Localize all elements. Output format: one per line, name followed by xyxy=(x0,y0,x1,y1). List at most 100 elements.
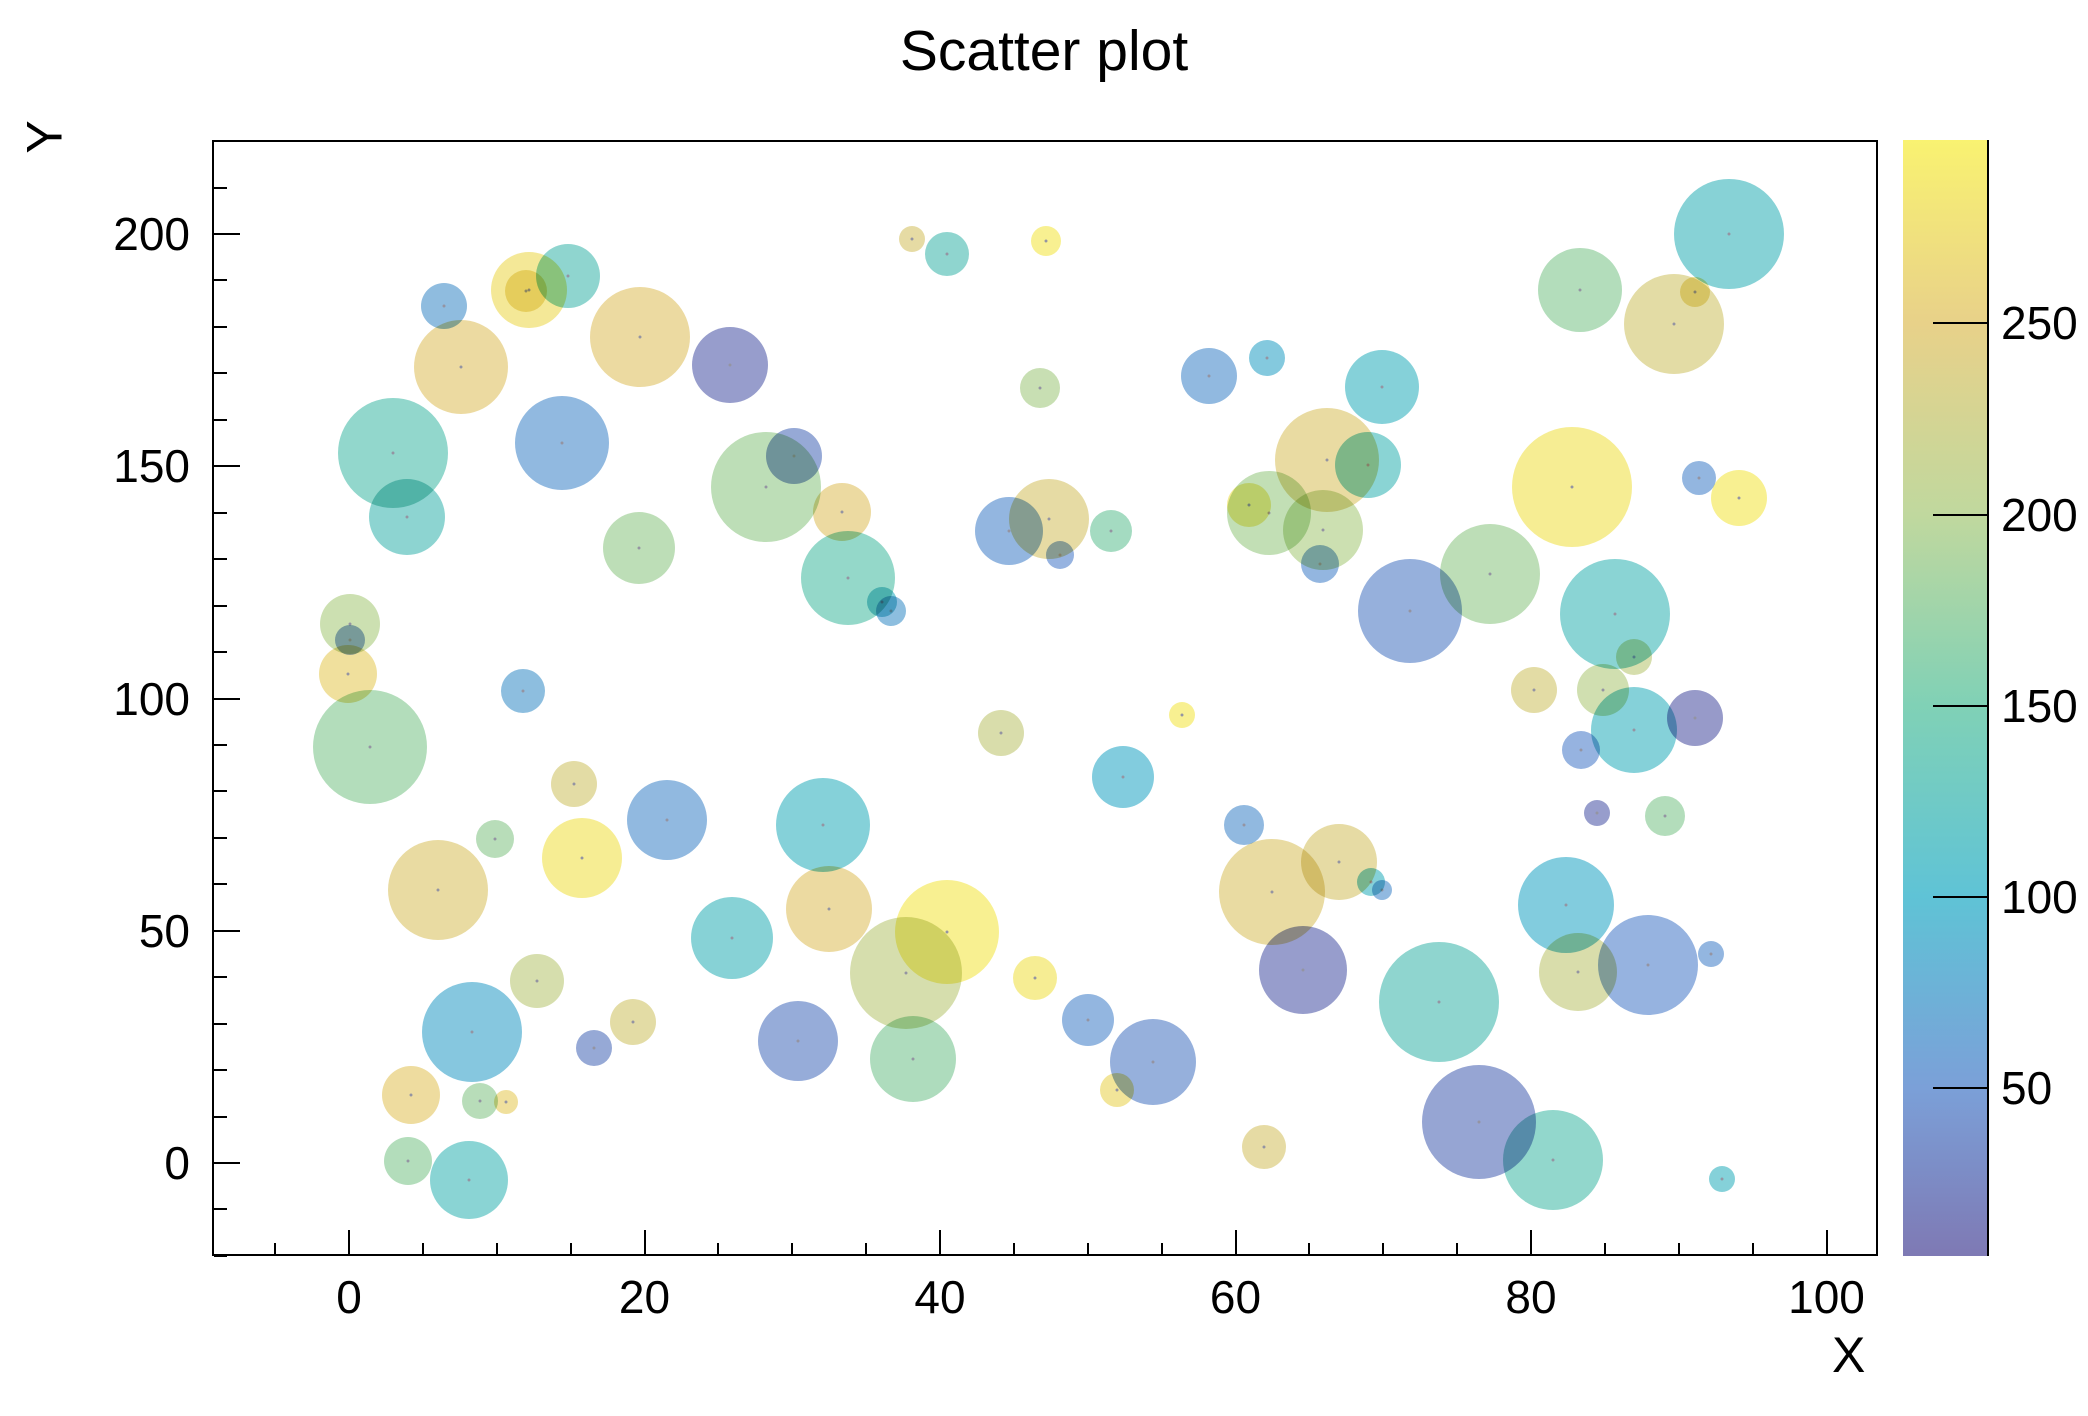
y-major-tick xyxy=(214,233,240,235)
bubble xyxy=(1562,730,1601,769)
y-minor-tick xyxy=(214,372,227,375)
bubble xyxy=(1169,701,1196,728)
bubble xyxy=(1597,914,1698,1015)
x-minor-tick xyxy=(865,1243,868,1254)
bubble xyxy=(1680,276,1710,307)
bubble xyxy=(626,779,707,860)
x-tick-label: 40 xyxy=(914,1271,966,1323)
bubble xyxy=(758,1000,839,1081)
bubble xyxy=(1344,349,1419,424)
bubble xyxy=(1591,686,1678,773)
bubble xyxy=(1645,796,1686,837)
bubble xyxy=(1537,247,1622,332)
y-minor-tick xyxy=(214,651,227,654)
bubble xyxy=(1012,956,1057,1001)
bubble xyxy=(1698,940,1725,967)
bubble xyxy=(1020,367,1061,408)
y-minor-tick xyxy=(214,1208,227,1211)
x-tick-label: 60 xyxy=(1209,1271,1262,1323)
y-major-tick xyxy=(214,697,240,700)
bubble xyxy=(1224,804,1265,845)
bubble xyxy=(476,819,515,858)
bubble xyxy=(1335,431,1402,498)
y-minor-tick xyxy=(214,836,227,839)
bubble xyxy=(1248,339,1285,376)
bubble xyxy=(590,286,691,387)
y-major-tick xyxy=(214,929,240,932)
y-major-tick xyxy=(214,465,240,468)
colorbar-tick-label: 200 xyxy=(2001,488,2078,541)
colorbar-tick-label: 250 xyxy=(2001,297,2078,350)
y-major-tick xyxy=(214,1162,240,1164)
colorbar-tick xyxy=(1933,513,1989,516)
y-minor-tick xyxy=(214,743,227,746)
x-axis-label: X xyxy=(1832,1327,1866,1383)
bubble xyxy=(1379,941,1500,1062)
bubble xyxy=(1667,689,1723,746)
x-minor-tick xyxy=(791,1243,794,1254)
x-minor-tick xyxy=(1086,1243,1089,1254)
y-minor-tick xyxy=(214,604,227,607)
bubble xyxy=(387,839,488,940)
x-minor-tick xyxy=(1012,1243,1015,1254)
bubble xyxy=(1371,879,1392,900)
x-major-tick xyxy=(1825,1230,1828,1254)
bubble xyxy=(1673,179,1784,290)
y-minor-tick xyxy=(214,325,227,328)
y-minor-tick xyxy=(214,418,227,421)
chart-title: Scatter plot xyxy=(899,19,1189,83)
bubble xyxy=(1510,666,1557,713)
x-minor-tick xyxy=(569,1243,572,1254)
colorbar xyxy=(1903,140,1989,1256)
bubble xyxy=(312,689,427,804)
x-major-tick xyxy=(1530,1230,1532,1254)
y-minor-tick xyxy=(214,1022,227,1025)
x-minor-tick xyxy=(1751,1243,1754,1254)
bubble xyxy=(1560,559,1671,670)
bubble xyxy=(786,865,873,952)
bubble xyxy=(1300,544,1339,583)
x-minor-tick xyxy=(717,1243,720,1254)
x-major-tick xyxy=(939,1230,941,1254)
x-tick-label: 0 xyxy=(336,1271,362,1323)
x-tick-label: 20 xyxy=(618,1271,671,1323)
bubble xyxy=(1241,1125,1286,1170)
x-minor-tick xyxy=(495,1243,498,1254)
bubble xyxy=(576,1029,613,1066)
x-major-tick xyxy=(643,1230,646,1254)
bubble xyxy=(895,879,1000,984)
bubble xyxy=(692,326,769,403)
y-minor-tick xyxy=(214,511,227,514)
bubble xyxy=(765,428,822,485)
x-tick-label: 100 xyxy=(1788,1271,1865,1323)
bubble xyxy=(429,1140,508,1219)
y-minor-tick xyxy=(214,883,227,886)
bubble xyxy=(1512,426,1633,547)
colorbar-tick xyxy=(1933,1086,1989,1089)
bubble xyxy=(1045,540,1074,569)
bubble xyxy=(1031,226,1062,257)
bubble xyxy=(542,817,623,898)
y-tick-label: 150 xyxy=(113,440,190,493)
colorbar-spine xyxy=(1987,140,1989,1256)
bubble xyxy=(509,953,564,1008)
y-minor-tick xyxy=(214,1115,227,1118)
y-minor-tick xyxy=(214,1254,227,1257)
bubble xyxy=(870,1015,957,1102)
y-minor-tick xyxy=(214,558,227,561)
x-major-tick xyxy=(1234,1230,1237,1254)
x-minor-tick xyxy=(1382,1243,1385,1254)
bubble xyxy=(1503,1110,1604,1211)
bubble xyxy=(1090,509,1133,552)
colorbar-tick-label: 150 xyxy=(2001,679,2078,732)
bubble xyxy=(514,395,609,490)
bubble xyxy=(1259,925,1348,1014)
y-minor-tick xyxy=(214,140,227,143)
bubble xyxy=(1439,523,1540,624)
y-minor-tick xyxy=(214,1069,227,1072)
bubble xyxy=(501,668,546,713)
bubble xyxy=(421,982,522,1082)
colorbar-tick xyxy=(1933,704,1989,707)
bubble xyxy=(384,1137,433,1186)
